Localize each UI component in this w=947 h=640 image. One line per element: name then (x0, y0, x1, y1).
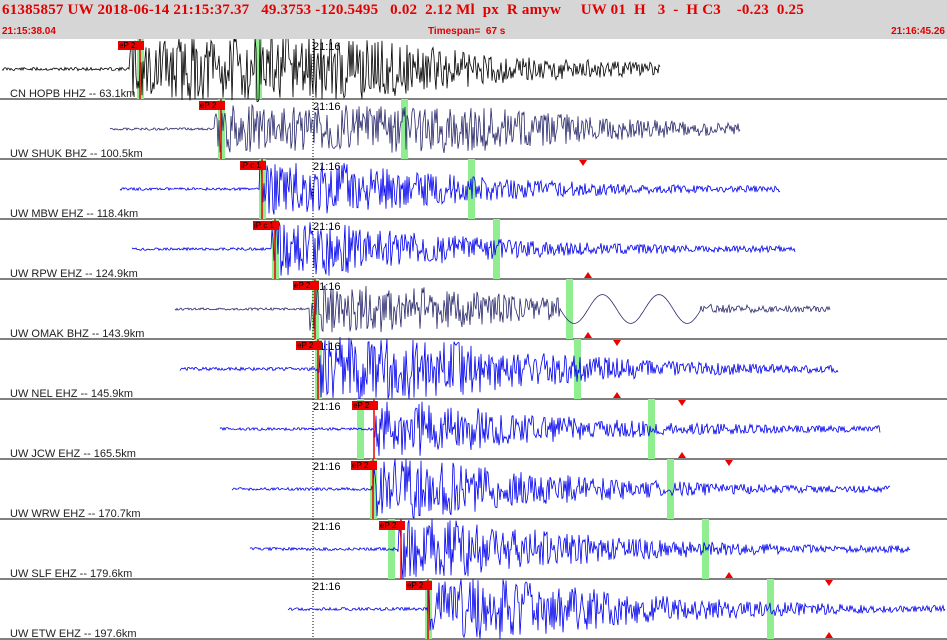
amplitude-marker (725, 572, 733, 578)
station-label: UW SHUK BHZ -- 100.5km (10, 148, 143, 160)
phase-window-band (667, 459, 674, 519)
station-label: CN HOPB HHZ -- 63.1km (10, 88, 135, 100)
phase-window-band (648, 399, 655, 459)
amplitude-marker (584, 332, 592, 338)
phase-window-band (255, 39, 262, 99)
pick-marker[interactable] (406, 581, 432, 590)
event-title: 61385857 UW 2018-06-14 21:15:37.37 49.37… (2, 2, 804, 18)
seismogram-panel[interactable]: 21:16 eP 2 UW ETW EHZ -- 197.6km (0, 579, 947, 640)
seismogram-panel[interactable]: 21:16 eP 2 UW SLF EHZ -- 179.6km (0, 518, 947, 580)
amplitude-marker (725, 460, 733, 466)
pick-label: eP 2 (380, 521, 397, 530)
time-tick-label: 21:16 (313, 401, 341, 413)
timespan: Timespan= 67 s (428, 26, 506, 37)
amplitude-marker (584, 272, 592, 278)
station-label: UW JCW EHZ -- 165.5km (10, 448, 136, 460)
time-tick-label: 21:16 (313, 281, 341, 293)
time-tick-label: 21:16 (313, 581, 341, 593)
waveform-trace (131, 221, 796, 276)
amplitude-marker (579, 160, 587, 166)
amplitude-marker (613, 392, 621, 398)
waveform-trace (109, 103, 741, 153)
time-tick-label: 21:16 (313, 221, 341, 233)
pick-marker[interactable] (379, 521, 405, 530)
seismogram-panel[interactable]: 21:16 eP 2 UW JCW EHZ -- 165.5km (0, 399, 947, 460)
seismogram-panel[interactable]: 21:16 eP 2 CN HOPB HHZ -- 63.1km (0, 39, 947, 103)
amplitude-marker (613, 340, 621, 346)
phase-window-band (566, 279, 573, 339)
waveform-trace (231, 459, 891, 519)
waveform-trace (287, 579, 946, 639)
pick-marker[interactable] (118, 41, 144, 50)
event-header: 61385857 UW 2018-06-14 21:15:37.37 49.37… (0, 0, 947, 39)
pick-label: eP 2 (297, 341, 314, 350)
station-label: UW NEL EHZ -- 145.9km (10, 388, 133, 400)
end-time: 21:16:45.26 (891, 26, 945, 37)
phase-window-band (357, 399, 364, 459)
time-tick-label: 21:16 (313, 101, 341, 113)
amplitude-marker (678, 452, 686, 458)
waveform-trace (219, 401, 881, 456)
pick-label: eP 2 (200, 101, 217, 110)
phase-window-band (401, 99, 408, 159)
pick-marker[interactable] (351, 461, 377, 470)
waveform-trace (1, 39, 661, 103)
seismogram-panel[interactable]: 21:16 eP 2 UW WRW EHZ -- 170.7km (0, 459, 947, 520)
time-tick-label: 21:16 (313, 161, 341, 173)
station-label: UW ETW EHZ -- 197.6km (10, 628, 137, 640)
seismogram-panel[interactable]: 21:16 iP c 1 UW RPW EHZ -- 124.9km (0, 219, 947, 280)
pick-marker[interactable] (199, 101, 225, 110)
pick-label: eP 2 (353, 401, 370, 410)
pick-label: eP 2 (352, 461, 369, 470)
start-time: 21:15:38.04 (2, 26, 56, 37)
pick-marker[interactable] (240, 161, 266, 170)
pick-label: eP 2 (407, 581, 424, 590)
waveform-trace (119, 161, 781, 215)
amplitude-marker (678, 400, 686, 406)
waveform-trace (249, 518, 911, 580)
pick-label: eP 2 (294, 281, 311, 290)
phase-window-band (574, 339, 581, 399)
pick-label: iP c 1 (254, 221, 274, 230)
seismogram-panel[interactable]: 21:16 iP c 1 UW MBW EHZ -- 118.4km (0, 159, 947, 220)
pick-marker[interactable] (253, 221, 279, 230)
waveform-trace (174, 285, 831, 333)
pick-label: iP c 1 (241, 161, 261, 170)
time-tick-label: 21:16 (313, 41, 341, 53)
pick-marker[interactable] (296, 341, 322, 350)
seismogram-panel[interactable]: 21:16 eP 2 UW SHUK BHZ -- 100.5km (0, 99, 947, 160)
time-tick-label: 21:16 (313, 521, 341, 533)
amplitude-marker (825, 632, 833, 638)
pick-marker[interactable] (293, 281, 319, 290)
time-tick-label: 21:16 (313, 461, 341, 473)
waveform-trace (179, 336, 839, 402)
station-label: UW SLF EHZ -- 179.6km (10, 568, 132, 580)
station-label: UW MBW EHZ -- 118.4km (10, 208, 138, 220)
pick-label: eP 2 (119, 41, 136, 50)
amplitude-marker (825, 580, 833, 586)
station-label: UW WRW EHZ -- 170.7km (10, 508, 141, 520)
phase-window-band (493, 219, 500, 279)
station-label: UW OMAK BHZ -- 143.9km (10, 328, 144, 340)
pick-marker[interactable] (352, 401, 378, 410)
station-label: UW RPW EHZ -- 124.9km (10, 268, 138, 280)
